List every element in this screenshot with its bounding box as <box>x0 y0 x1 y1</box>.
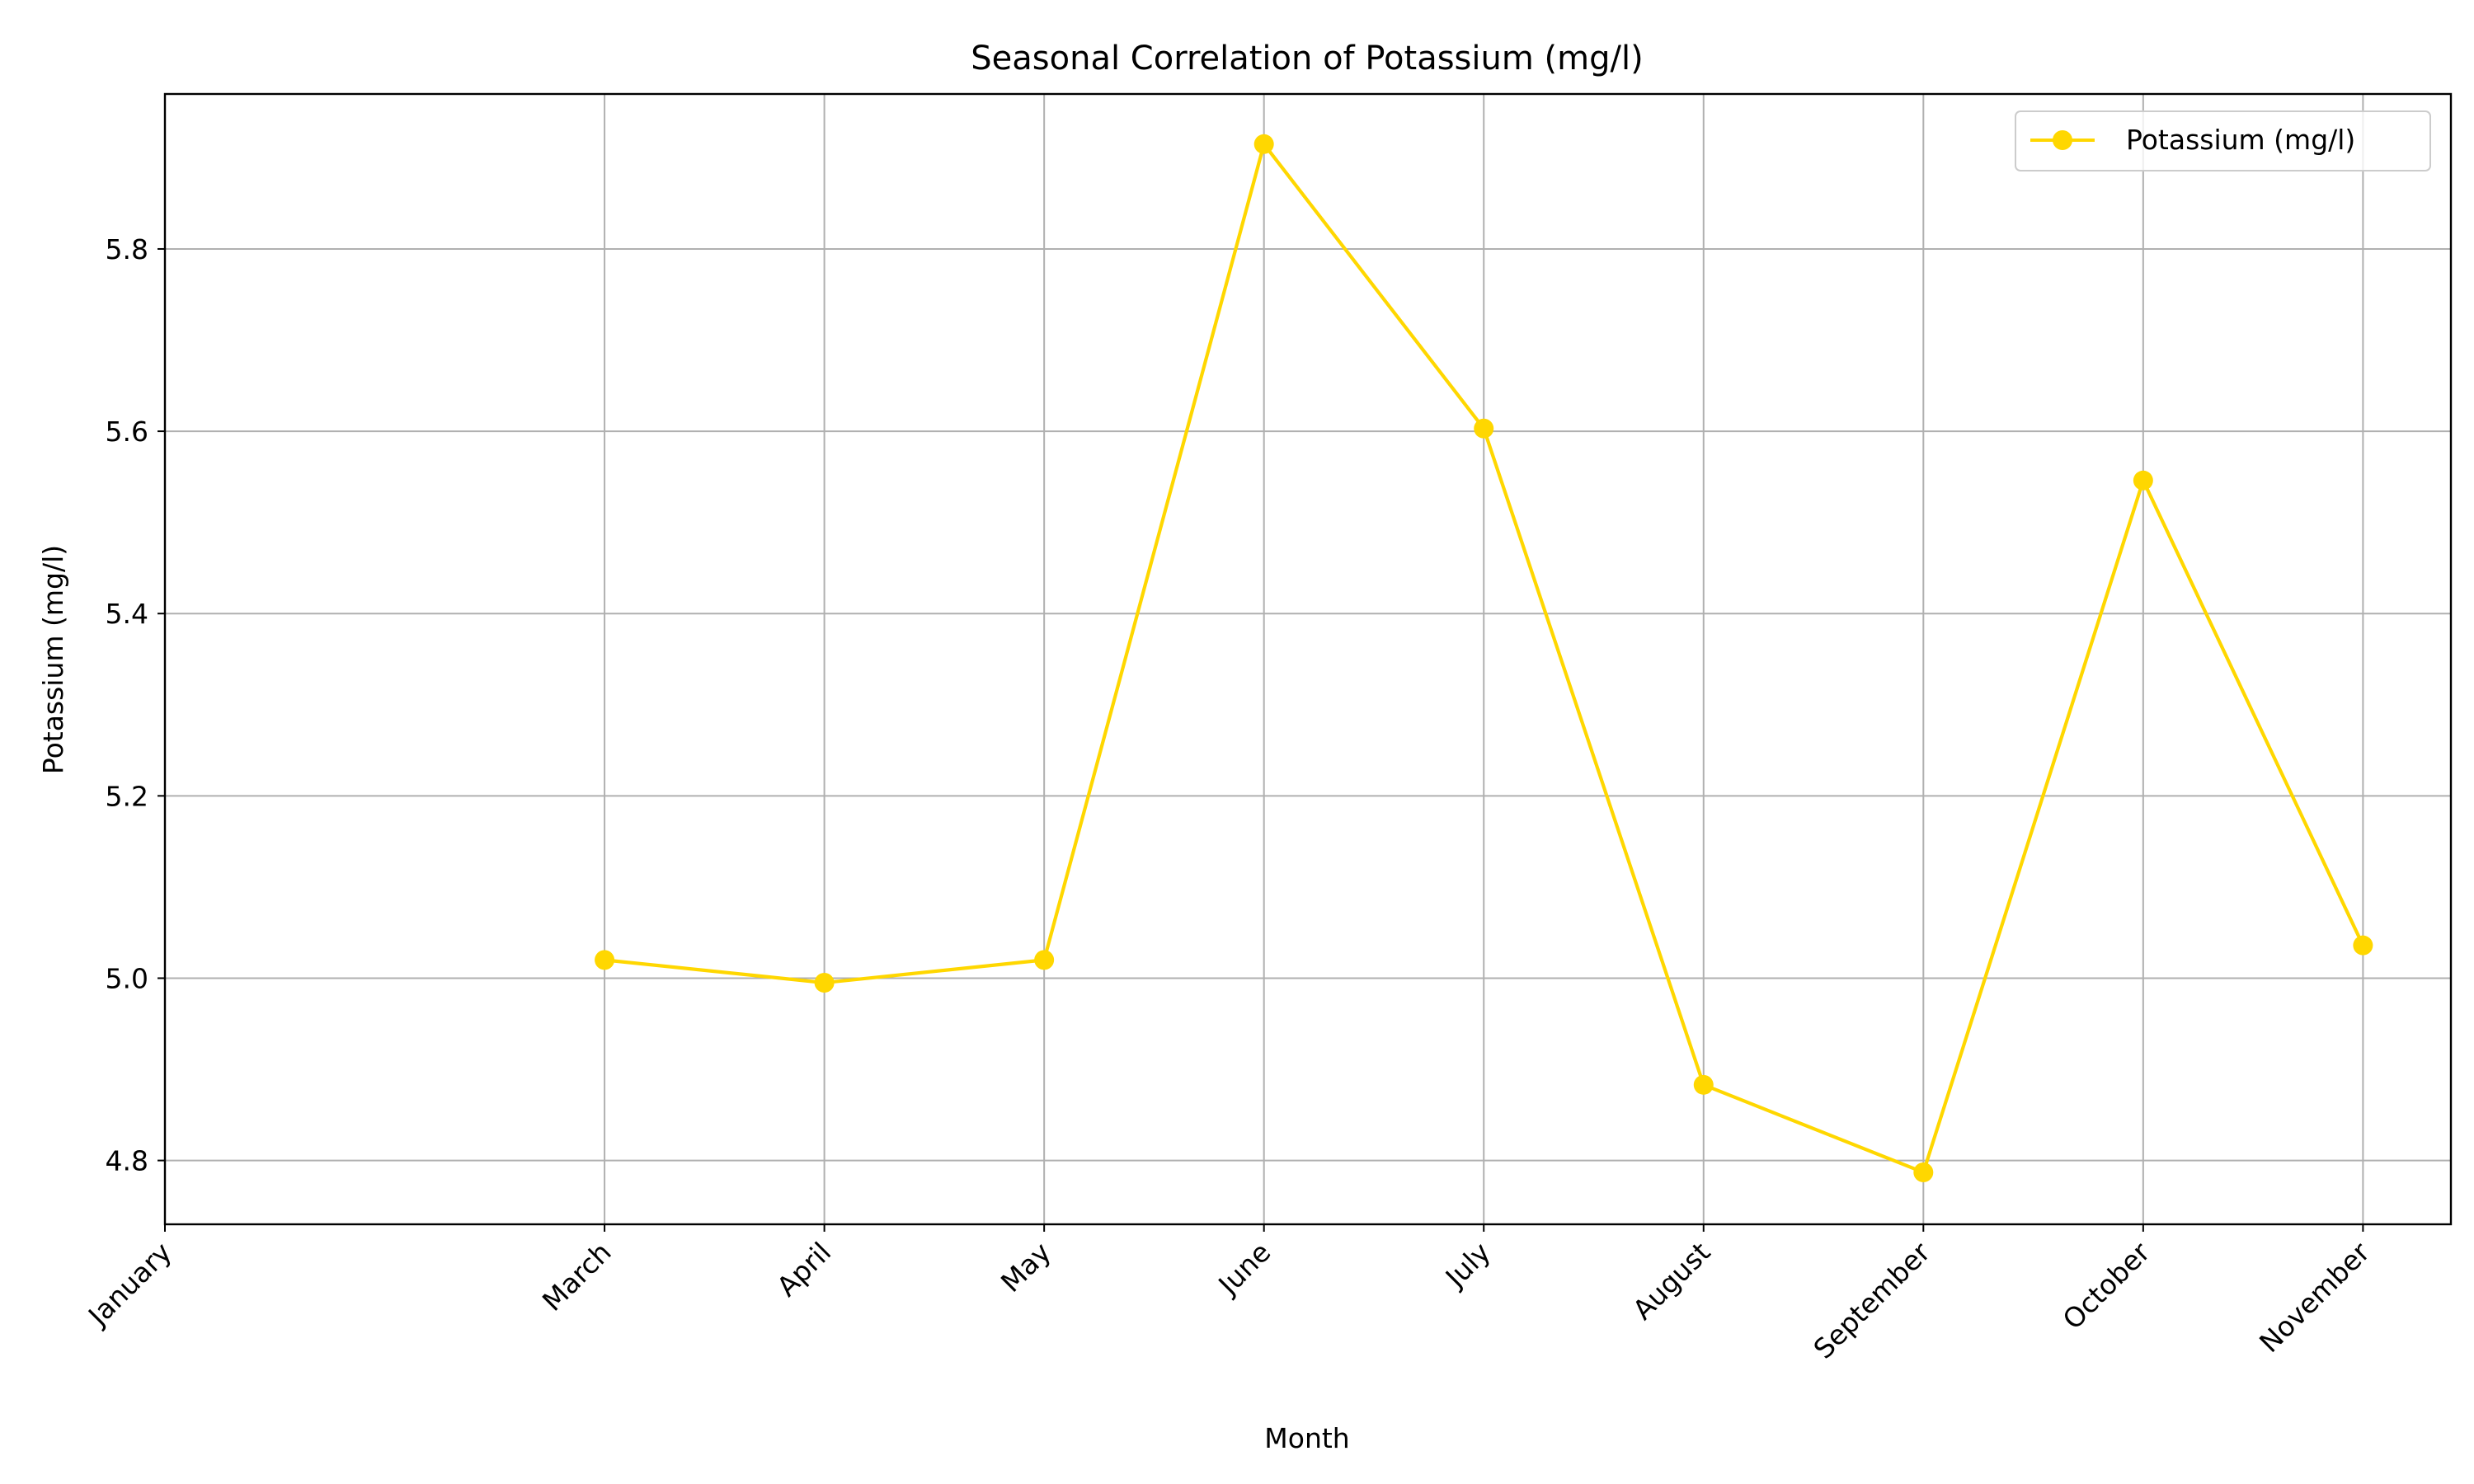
data-point <box>814 973 835 993</box>
y-tick-label: 5.0 <box>106 962 148 994</box>
y-tick-label: 5.8 <box>106 233 148 265</box>
legend: Potassium (mg/l) <box>2015 110 2431 171</box>
data-point <box>2353 935 2373 956</box>
chart-title: Seasonal Correlation of Potassium (mg/l) <box>971 40 1643 77</box>
y-tick-label: 5.2 <box>106 780 148 812</box>
x-axis-title: Month <box>1264 1422 1349 1454</box>
data-point <box>1693 1074 1714 1095</box>
y-tick-label: 5.6 <box>106 416 148 448</box>
data-point <box>1913 1162 1934 1182</box>
y-axis: 4.8 5.0 5.2 5.4 5.6 5.8 <box>106 233 165 1177</box>
legend-marker-swatch <box>2053 130 2072 150</box>
legend-box <box>2015 110 2431 171</box>
y-axis-title: Potassium (mg/l) <box>37 545 69 774</box>
data-point <box>1253 134 1274 154</box>
series-layer <box>595 134 2373 1182</box>
y-tick-label: 5.4 <box>106 598 148 630</box>
data-point <box>595 950 615 970</box>
y-tick-label: 4.8 <box>106 1145 148 1177</box>
grid-lines <box>164 94 2451 1224</box>
data-point <box>1474 418 1494 439</box>
data-point <box>2133 470 2153 491</box>
legend-label: Potassium (mg/l) <box>2126 124 2355 156</box>
data-point <box>1034 950 1055 970</box>
plot-area-frame <box>163 92 2453 1226</box>
